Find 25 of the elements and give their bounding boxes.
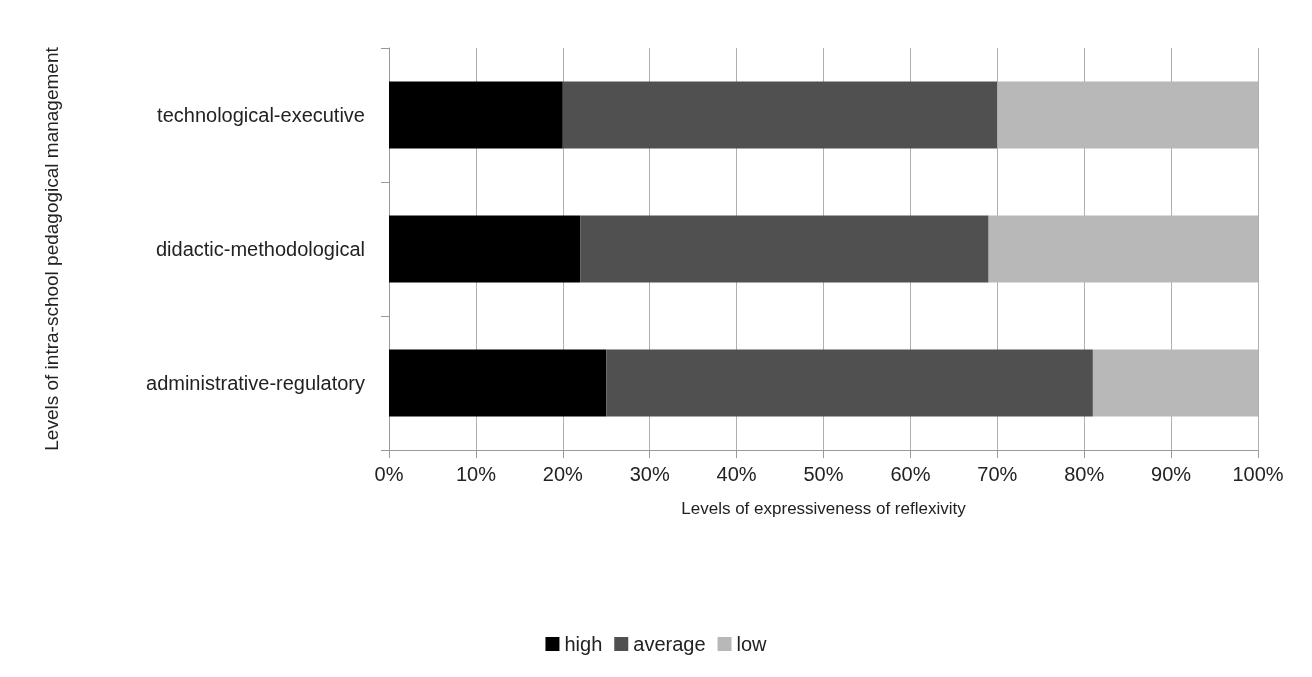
- x-tick-label: 50%: [803, 463, 844, 485]
- x-tick-label: 30%: [629, 463, 670, 485]
- y-tick-label: didactic-methodological: [155, 238, 365, 260]
- bar: [389, 81, 563, 149]
- x-tick-label: 0%: [374, 463, 404, 485]
- x-axis-title: Levels of expressiveness of reflexivity: [681, 499, 967, 518]
- legend-label: average: [633, 633, 706, 655]
- bar: [389, 215, 581, 283]
- x-tick-label: 40%: [716, 463, 757, 485]
- x-tick-label: 90%: [1151, 463, 1192, 485]
- bar: [389, 349, 607, 417]
- x-tick-label: 60%: [890, 463, 931, 485]
- x-tick-label: 80%: [1064, 463, 1105, 485]
- y-axis-title: Levels of intra-school pedagogical management: [41, 46, 62, 451]
- legend-label: high: [564, 633, 603, 655]
- x-tick-label: 10%: [455, 463, 497, 485]
- bar: [562, 81, 998, 149]
- x-tick-label: 20%: [542, 463, 584, 485]
- x-tick-label: 100%: [1232, 463, 1284, 485]
- legend-label: low: [736, 633, 768, 655]
- bar: [606, 349, 1093, 417]
- y-tick-label: administrative-regulatory: [146, 372, 365, 394]
- bar: [580, 215, 989, 283]
- x-tick-label: 70%: [977, 463, 1018, 485]
- y-tick-label: technological-executive: [157, 104, 365, 126]
